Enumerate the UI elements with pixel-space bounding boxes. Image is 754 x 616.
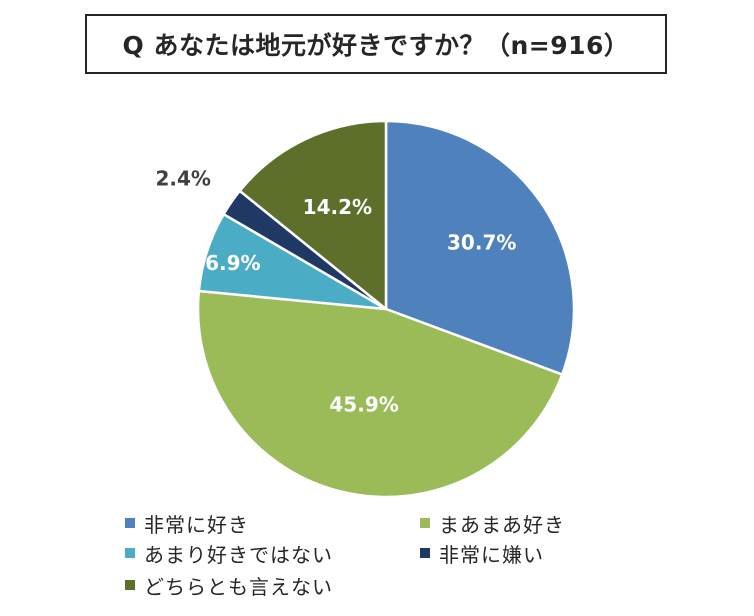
pie-slice-1 [384,119,576,376]
legend-swatch-4 [420,548,430,558]
legend-label-1: 非常に好き [144,512,249,537]
legend-swatch-2 [420,518,430,528]
legend-label-5: どちらとも言えない [144,574,333,599]
data-label-4: 2.4% [156,167,211,191]
data-label-5: 14.2% [303,195,372,219]
legend-label-4: 非常に嫌い [439,542,544,567]
data-label-3: 6.9% [205,251,260,275]
legend-item-4: 非常に嫌い [420,540,544,567]
pie-slice-5 [238,119,388,311]
legend-label-3: あまり好きではない [144,542,333,567]
legend-swatch-5 [125,580,135,590]
data-label-2: 45.9% [329,392,398,416]
legend-swatch-3 [125,548,135,558]
pie-slice-2 [196,289,564,499]
legend-label-2: まあまあ好き [439,512,565,537]
chart-title: Q あなたは地元が好きですか？（n=916） [122,31,630,60]
legend-item-1: 非常に好き [125,510,249,537]
legend-item-5: どちらとも言えない [125,572,333,599]
legend-swatch-1 [125,518,135,528]
legend-item-3: あまり好きではない [125,540,333,567]
chart-title-box: Q あなたは地元が好きですか？（n=916） [85,14,667,74]
data-label-1: 30.7% [447,230,516,254]
legend-item-2: まあまあ好き [420,510,565,537]
